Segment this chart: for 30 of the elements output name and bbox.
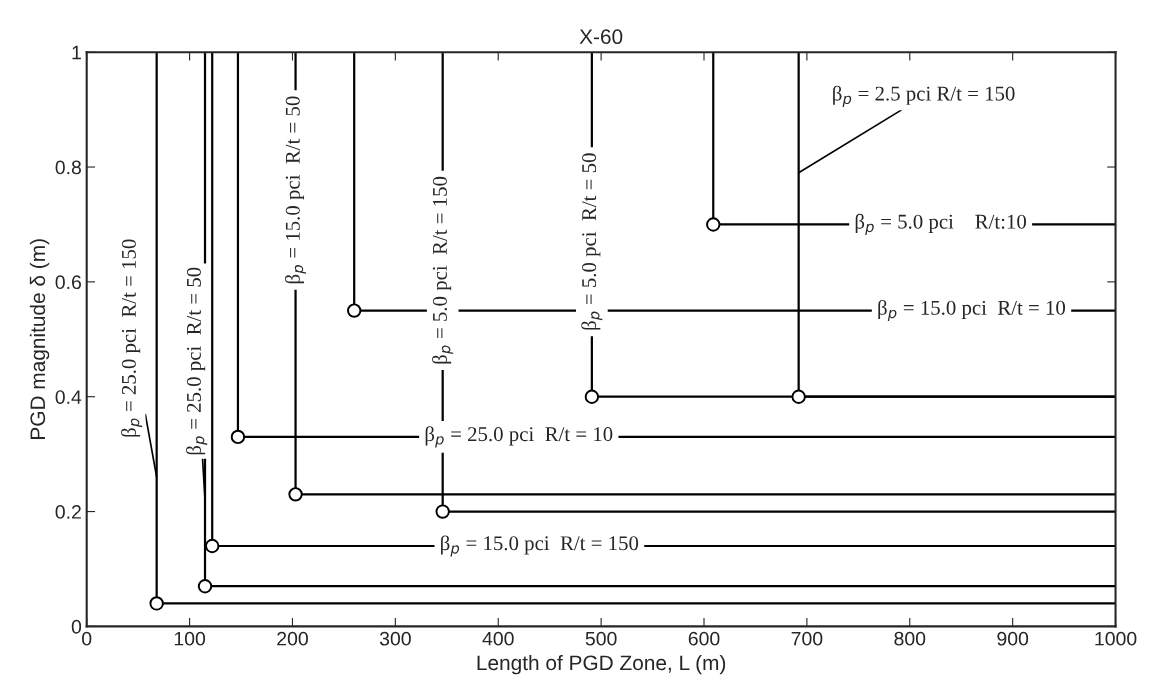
x-tick-label: 400: [482, 631, 514, 646]
x-tick-label: 500: [585, 631, 617, 646]
y-tick-label: 0.6: [55, 275, 81, 290]
x-tick-label: 0: [82, 631, 92, 646]
annotation: β$_{p}$ = 25.0 pci R/t = 10: [425, 426, 613, 448]
annotation: β$_{p}$ = 2.5 pci R/t = 150: [833, 85, 1015, 107]
y-tick-label: 0.8: [55, 160, 81, 175]
x-tick-label: 800: [894, 631, 926, 646]
x-axis-title: Length of PGD Zone, L (m): [477, 654, 726, 675]
annotation: β$_{p}$ = 5.0 pci R/t = 50: [581, 153, 603, 330]
y-axis-title: PGD magnitude δ (m): [29, 239, 50, 439]
x-tick-label: 100: [174, 631, 206, 646]
y-tick-label: 1: [72, 45, 81, 60]
x-tick-label: 900: [997, 631, 1029, 646]
annotation: β$_{p}$ = 25.0 pci R/t = 150: [121, 239, 143, 437]
annotation: β$_{p}$ = 5.0 pci R/t:10: [855, 213, 1027, 235]
annotation: β$_{p}$ = 25.0 pci R/t = 50: [186, 267, 208, 455]
x-tick-label: 200: [277, 631, 308, 646]
annotation: β$_{p}$ = 15.0 pci R/t = 150: [441, 535, 639, 557]
y-tick-label: 0.4: [55, 390, 82, 404]
annotation: β$_{p}$ = 15.0 pci R/t = 50: [284, 96, 307, 284]
x-tick-label: 600: [688, 631, 720, 646]
chart-title: X-60: [579, 29, 623, 45]
annotation: β$_{p}$ = 5.0 pci R/t = 150: [432, 176, 454, 364]
x-tick-label: 1000: [1095, 631, 1137, 646]
y-tick-label: 0.2: [55, 505, 81, 519]
x-tick-label: 700: [791, 631, 823, 646]
annotation: β$_{p}$ = 15.0 pci R/t = 10: [878, 299, 1066, 322]
x-tick-label: 300: [379, 631, 411, 646]
y-tick-label: 0: [71, 619, 82, 634]
